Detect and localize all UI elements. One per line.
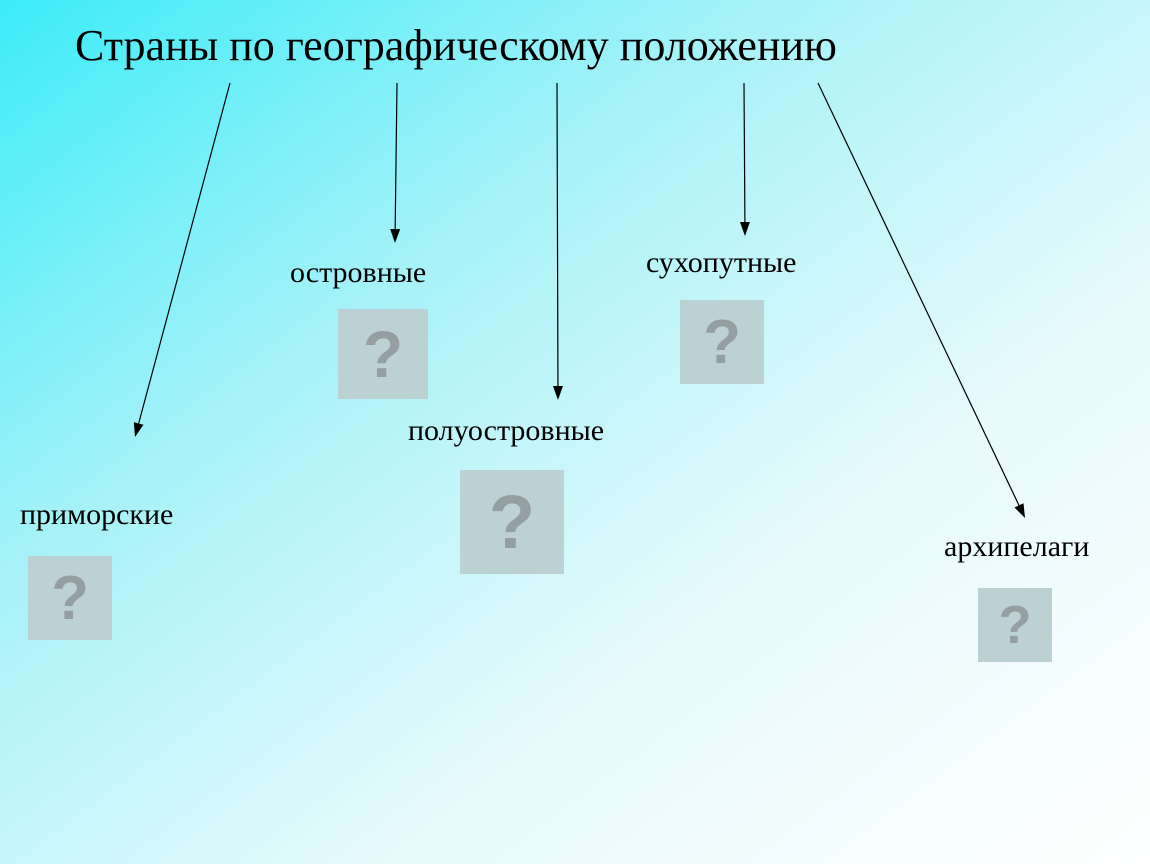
question-box-arhipelagi[interactable]: ? (978, 588, 1052, 662)
question-mark-icon: ? (489, 479, 535, 566)
arrow-line-poluostrovnye (557, 83, 558, 386)
node-label-primorskie: приморские (20, 498, 173, 532)
arrow-line-arhipelagi (818, 83, 1019, 505)
question-mark-icon: ? (999, 594, 1032, 656)
question-box-suhoputnye[interactable]: ? (680, 300, 764, 384)
arrow-head-ostrovnye (390, 229, 400, 243)
slide-title: Страны по географическому положению (75, 20, 837, 71)
arrow-head-suhoputnye (740, 222, 750, 236)
question-box-primorskie[interactable]: ? (28, 556, 112, 640)
arrow-head-poluostrovnye (553, 386, 563, 400)
question-mark-icon: ? (51, 563, 89, 634)
arrow-line-ostrovnye (395, 83, 397, 229)
arrow-line-primorskie (139, 83, 230, 423)
node-label-poluostrovnye: полуостровные (408, 414, 604, 448)
diagram-canvas: Страны по географическому положению прим… (0, 0, 1150, 864)
node-label-arhipelagi: архипелаги (944, 530, 1089, 564)
arrow-head-arhipelagi (1014, 503, 1025, 518)
question-box-poluostrovnye[interactable]: ? (460, 470, 564, 574)
arrow-line-suhoputnye (744, 83, 745, 222)
question-box-ostrovnye[interactable]: ? (338, 309, 428, 399)
node-label-ostrovnye: островные (290, 256, 426, 290)
arrow-head-primorskie (134, 422, 144, 437)
question-mark-icon: ? (363, 316, 403, 392)
node-label-suhoputnye: сухопутные (646, 246, 796, 280)
question-mark-icon: ? (703, 307, 741, 378)
